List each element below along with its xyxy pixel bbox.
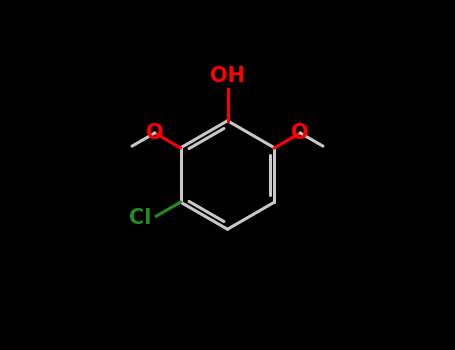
Text: O: O (146, 123, 163, 143)
Text: Cl: Cl (129, 208, 151, 228)
Text: OH: OH (210, 66, 245, 86)
Text: O: O (292, 123, 309, 143)
